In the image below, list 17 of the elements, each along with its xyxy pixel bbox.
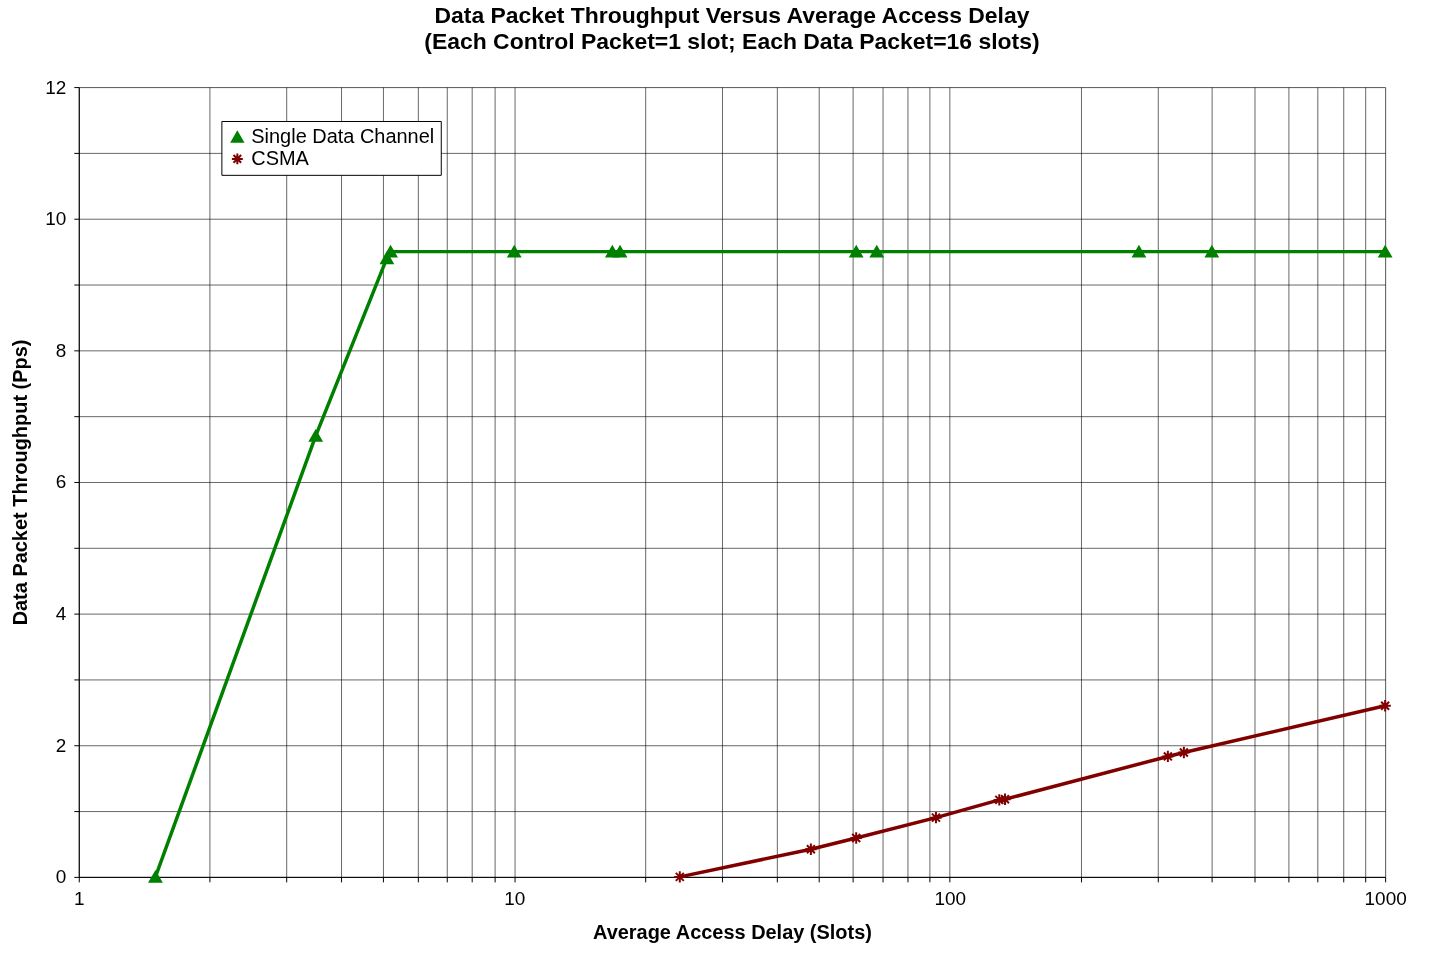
y-tick-label: 6 bbox=[55, 471, 67, 493]
legend-label: Single Data Channel bbox=[251, 124, 435, 147]
y-tick-label: 4 bbox=[55, 603, 67, 625]
y-tick-label: 0 bbox=[55, 866, 67, 888]
x-tick-label: 10 bbox=[504, 888, 526, 910]
legend-label: CSMA bbox=[251, 146, 310, 169]
chart-subtitle: (Each Control Packet=1 slot; Each Data Packet=16 slots) bbox=[424, 28, 1040, 55]
chart-title: Data Packet Throughput Versus Average Access Delay bbox=[434, 2, 1030, 29]
y-tick-label: 10 bbox=[45, 208, 67, 230]
y-tick-label: 12 bbox=[45, 76, 67, 98]
y-tick-label: 8 bbox=[55, 339, 67, 361]
y-axis-title: Data Packet Throughput (Pps) bbox=[9, 339, 32, 626]
y-tick-label: 2 bbox=[55, 734, 67, 756]
x-axis-title: Average Access Delay (Slots) bbox=[593, 921, 872, 944]
x-tick-label: 1000 bbox=[1364, 888, 1407, 910]
x-tick-label: 100 bbox=[934, 888, 966, 910]
x-tick-label: 1 bbox=[74, 888, 85, 910]
